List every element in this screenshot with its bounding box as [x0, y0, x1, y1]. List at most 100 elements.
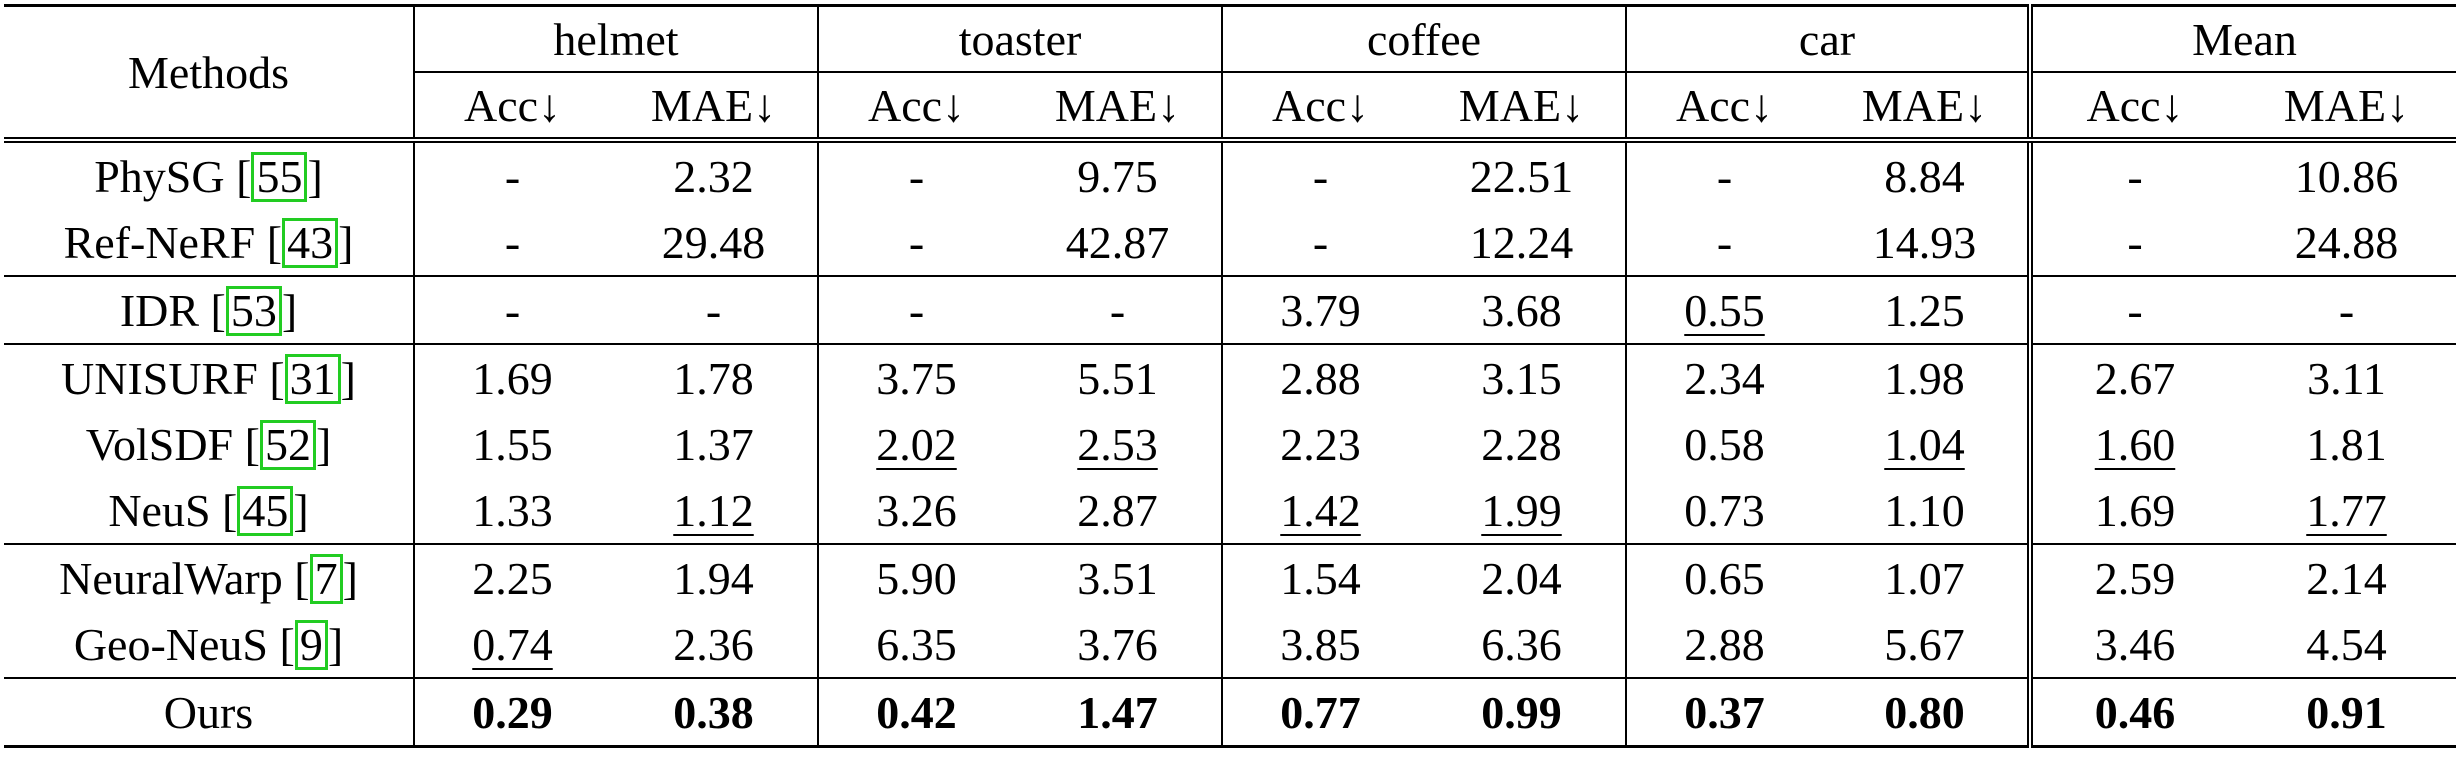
group-header-car: car [1626, 5, 2030, 73]
method-name: Ours [4, 677, 415, 748]
value-text: - [705, 284, 722, 336]
value-text: 2.23 [1280, 418, 1361, 470]
citation-close-bracket: ] [293, 484, 309, 536]
value-cell: 4.54 [2237, 611, 2456, 678]
value-text: 1.33 [472, 484, 553, 536]
value-cell: - [414, 209, 610, 276]
value-cell: 0.80 [1822, 677, 2030, 748]
value-text: - [2127, 150, 2143, 202]
value-cell: 0.91 [2237, 677, 2456, 748]
value-text: - [1716, 150, 1733, 202]
value-text: 42.87 [1065, 216, 1170, 268]
value-text: 1.10 [1884, 484, 1965, 536]
value-text: 3.75 [876, 352, 957, 404]
value-cell: 1.54 [1222, 543, 1418, 611]
value-cell: 3.75 [818, 343, 1014, 411]
value-cell: 2.04 [1418, 543, 1627, 611]
value-text: 6.36 [1481, 618, 1562, 670]
value-text: 2.67 [2094, 352, 2176, 404]
citation-link[interactable]: 9 [294, 619, 328, 670]
value-text: 1.55 [472, 418, 553, 470]
value-cell: - [1222, 209, 1418, 276]
citation-link[interactable]: 43 [282, 217, 339, 268]
value-cell: 0.73 [1626, 477, 1822, 544]
value-text: 0.80 [1884, 686, 1965, 738]
value-text: 3.68 [1481, 284, 1562, 336]
value-text: 6.35 [876, 618, 957, 670]
value-cell: 8.84 [1822, 140, 2030, 209]
value-cell: 0.65 [1626, 543, 1822, 611]
value-cell: 1.81 [2237, 411, 2456, 477]
value-cell: 1.07 [1822, 543, 2030, 611]
value-cell: 1.37 [610, 411, 819, 477]
value-cell: 1.42 [1222, 477, 1418, 544]
table-row: NeuS [45] 1.33 1.12 3.26 2.87 1.42 1.99 0.73 1.1… [4, 477, 2456, 544]
value-text: 9.75 [1077, 150, 1158, 202]
value-cell: 3.85 [1222, 611, 1418, 678]
value-text: 1.12 [673, 484, 754, 536]
method-label: UNISURF [ [61, 352, 285, 404]
table-row: NeuralWarp [7] 2.25 1.94 5.90 3.51 1.54 2.04 0.… [4, 543, 2456, 611]
value-cell: 1.04 [1822, 411, 2030, 477]
value-text: 0.91 [2306, 686, 2387, 738]
metric-header-toaster-acc: Acc↓ [818, 72, 1014, 143]
metric-header-mean-mae: MAE↓ [2237, 72, 2456, 143]
value-text: 10.86 [2294, 150, 2399, 202]
value-text: 2.32 [673, 150, 754, 202]
citation-link[interactable]: 55 [251, 151, 308, 202]
value-cell: 0.58 [1626, 411, 1822, 477]
value-cell: 0.99 [1418, 677, 1627, 748]
citation-link[interactable]: 7 [309, 553, 343, 604]
value-cell: 1.94 [610, 543, 819, 611]
table-row: IDR [53] - - - - 3.79 3.68 0.55 1.25 - - [4, 275, 2456, 344]
value-cell: - [1626, 209, 1822, 276]
value-text: - [1312, 150, 1329, 202]
value-cell: 6.36 [1418, 611, 1627, 678]
value-text: 8.84 [1884, 150, 1965, 202]
citation-link[interactable]: 52 [259, 419, 316, 470]
value-text: 1.81 [2306, 418, 2387, 470]
value-cell: 2.32 [610, 140, 819, 209]
citation-close-bracket: ] [342, 552, 358, 604]
value-text: - [504, 216, 521, 268]
citation-link[interactable]: 31 [284, 353, 341, 404]
value-text: 1.78 [673, 352, 754, 404]
value-cell: 1.10 [1822, 477, 2030, 544]
value-text: 1.77 [2306, 484, 2387, 536]
table-row: Ref-NeRF [43] - 29.48 - 42.87 - 12.24 - 14.93 - 24… [4, 209, 2456, 276]
value-cell: 0.77 [1222, 677, 1418, 748]
value-cell: 1.77 [2237, 477, 2456, 544]
value-cell: 3.15 [1418, 343, 1627, 411]
value-text: 1.54 [1280, 552, 1361, 604]
value-cell: - [414, 275, 610, 344]
value-cell: 1.60 [2027, 411, 2237, 477]
value-text: 5.90 [876, 552, 957, 604]
value-text: 3.51 [1077, 552, 1158, 604]
metric-header-helmet-mae: MAE↓ [610, 72, 819, 143]
value-text: 3.15 [1481, 352, 1562, 404]
citation-link[interactable]: 53 [225, 285, 282, 336]
value-text: 0.74 [472, 618, 553, 670]
value-cell: 1.55 [414, 411, 610, 477]
method-name: Geo-NeuS [9] [4, 611, 415, 678]
value-cell: 9.75 [1014, 140, 1223, 209]
value-cell: 22.51 [1418, 140, 1627, 209]
value-text: 0.73 [1684, 484, 1765, 536]
method-label: Ours [163, 686, 254, 738]
value-text: 5.67 [1884, 618, 1965, 670]
value-cell: 3.46 [2027, 611, 2237, 678]
citation-close-bracket: ] [338, 216, 354, 268]
value-text: 0.42 [876, 686, 957, 738]
value-text: 0.37 [1684, 686, 1765, 738]
value-text: 0.77 [1280, 686, 1361, 738]
value-text: 5.51 [1077, 352, 1158, 404]
value-cell: 2.88 [1626, 611, 1822, 678]
table-row: Geo-NeuS [9] 0.74 2.36 6.35 3.76 3.85 6.36 2.88… [4, 611, 2456, 678]
citation-link[interactable]: 45 [237, 485, 294, 536]
value-text: - [504, 284, 521, 336]
value-cell: 10.86 [2237, 140, 2456, 209]
value-cell: 1.69 [2027, 477, 2237, 544]
value-text: 1.07 [1884, 552, 1965, 604]
value-text: 2.87 [1077, 484, 1158, 536]
value-cell: - [2027, 140, 2237, 209]
